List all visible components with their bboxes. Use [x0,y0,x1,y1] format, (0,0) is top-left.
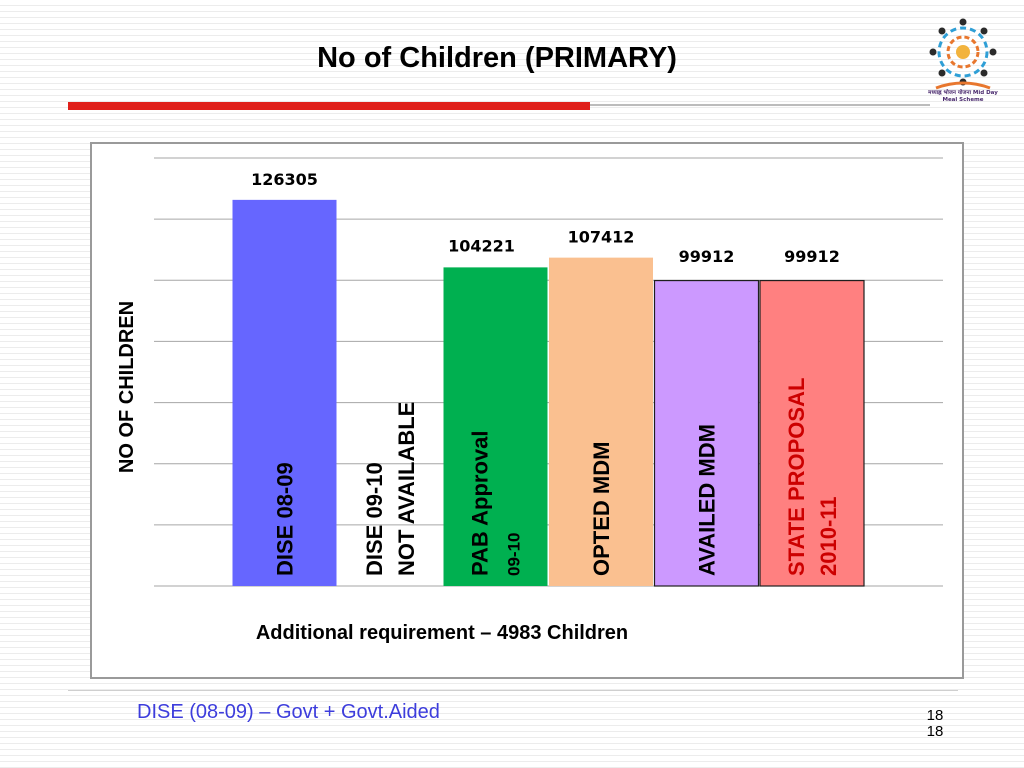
category-label: 2010-11 [816,496,841,576]
chart-caption: Additional requirement – 4983 Children [255,622,629,644]
title-underline-rule [590,104,930,106]
category-label: DISE 08-09 [273,462,298,576]
y-axis-label: NO OF CHILDREN [116,301,138,473]
bar [653,279,760,587]
category-label: DISE 09-10 [362,462,387,576]
bar [759,279,865,587]
data-label: 99912 [679,247,735,266]
bar [443,267,548,586]
footer-rule [68,690,958,691]
category-label: AVAILED MDM [695,424,720,576]
page-number-repeat: 18 [926,723,944,740]
category-label: STATE PROPOSAL [784,378,809,576]
bar-chart: NO OF CHILDREN 126305 DISE 08-09 DISE 09-10… [116,157,943,587]
logo-caption: मध्याह्न भोजन योजना Mid Day Meal Scheme [928,90,998,103]
chart-frame: NO OF CHILDREN 126305 DISE 08-09 DISE 09-10… [90,142,964,679]
mid-day-meal-logo-icon [929,18,997,90]
category-label: PAB Approval [468,431,493,576]
footer-note: DISE (08-09) – Govt + Govt.Aided [137,701,440,723]
category-label: OPTED MDM [589,442,614,576]
slide-title: No of Children (PRIMARY) [317,42,677,74]
page-number: 18 [926,707,944,724]
bar [549,257,653,586]
data-label: 104221 [448,236,515,255]
data-label: 126305 [251,170,318,189]
data-label: 107412 [568,228,635,247]
category-label: NOT AVAILABLE [394,402,419,576]
bar [232,199,337,587]
data-label: 99912 [784,247,840,266]
title-underline-accent [68,102,590,110]
category-label: 09-10 [505,533,524,576]
